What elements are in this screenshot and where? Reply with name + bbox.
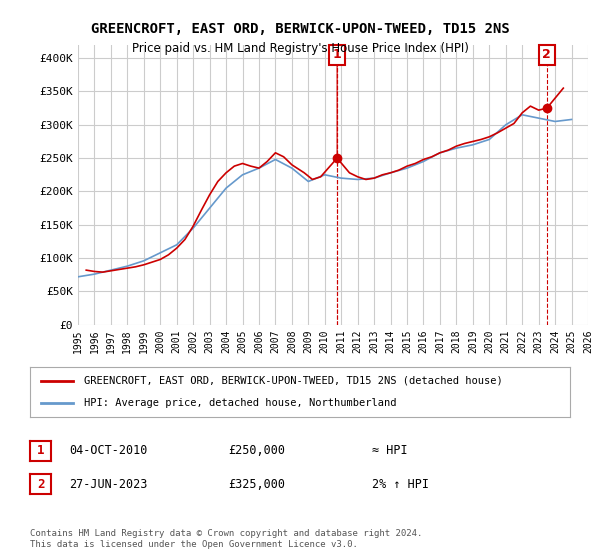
Text: 1: 1	[37, 444, 44, 458]
Text: 2% ↑ HPI: 2% ↑ HPI	[372, 478, 429, 491]
Text: Price paid vs. HM Land Registry's House Price Index (HPI): Price paid vs. HM Land Registry's House …	[131, 42, 469, 55]
Text: GREENCROFT, EAST ORD, BERWICK-UPON-TWEED, TD15 2NS (detached house): GREENCROFT, EAST ORD, BERWICK-UPON-TWEED…	[84, 376, 503, 386]
Text: £325,000: £325,000	[228, 478, 285, 491]
Text: GREENCROFT, EAST ORD, BERWICK-UPON-TWEED, TD15 2NS: GREENCROFT, EAST ORD, BERWICK-UPON-TWEED…	[91, 22, 509, 36]
Text: £250,000: £250,000	[228, 444, 285, 458]
Text: HPI: Average price, detached house, Northumberland: HPI: Average price, detached house, Nort…	[84, 398, 397, 408]
Text: 2: 2	[37, 478, 44, 491]
Text: 2: 2	[542, 48, 551, 61]
Text: 1: 1	[333, 48, 341, 61]
Text: 04-OCT-2010: 04-OCT-2010	[69, 444, 148, 458]
Text: 27-JUN-2023: 27-JUN-2023	[69, 478, 148, 491]
Text: ≈ HPI: ≈ HPI	[372, 444, 407, 458]
Text: Contains HM Land Registry data © Crown copyright and database right 2024.
This d: Contains HM Land Registry data © Crown c…	[30, 529, 422, 549]
